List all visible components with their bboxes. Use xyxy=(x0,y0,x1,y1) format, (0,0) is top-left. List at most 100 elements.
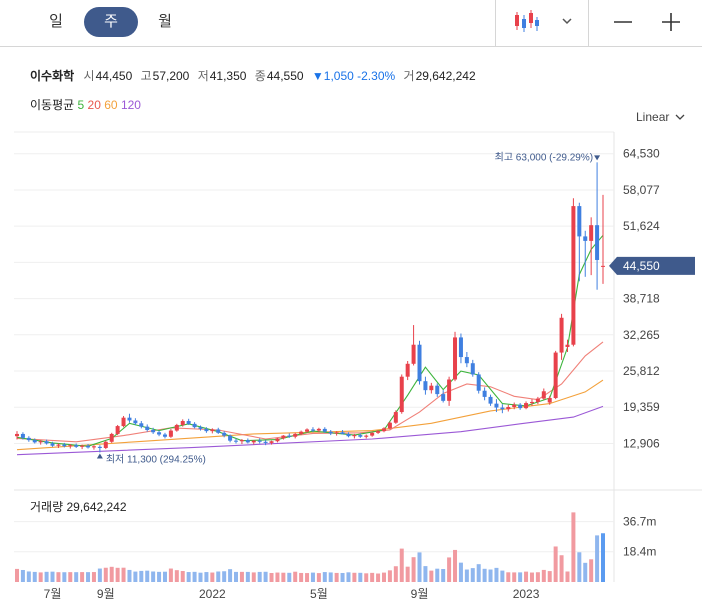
chevron-down-icon[interactable] xyxy=(560,14,574,28)
candle-body xyxy=(565,344,570,347)
y-tick-label: 58,077 xyxy=(623,183,660,197)
candle-body xyxy=(535,398,540,402)
candle-body xyxy=(399,376,404,413)
candle-body xyxy=(50,443,55,446)
candle-body xyxy=(299,431,304,434)
candle-body xyxy=(334,432,339,434)
volume-bar xyxy=(435,568,440,582)
volume-bar xyxy=(571,512,576,582)
candle-body xyxy=(512,404,517,408)
volume-bar xyxy=(180,571,185,582)
candle-body xyxy=(364,435,369,437)
volume-bar xyxy=(589,559,594,582)
volume-bar xyxy=(559,555,564,582)
candle-body xyxy=(157,432,162,435)
ma-5: 5 xyxy=(77,98,85,112)
high-marker xyxy=(594,155,601,161)
volume-bar xyxy=(328,572,333,582)
volume-bar xyxy=(470,568,475,582)
volume-bar xyxy=(387,570,392,582)
volume-bar xyxy=(364,573,369,582)
volume-bar xyxy=(583,562,588,582)
volume-bar xyxy=(553,546,558,582)
stock-name: 이수화학 xyxy=(30,69,75,83)
y-tick-label: 25,812 xyxy=(623,364,660,378)
minus-icon[interactable] xyxy=(612,12,634,32)
volume-bar xyxy=(97,568,102,582)
y-tick-label: 32,265 xyxy=(623,328,660,342)
volume-bar xyxy=(151,571,156,582)
moving-average-legend[interactable]: 이동평균 5 20 60 120 xyxy=(30,96,141,113)
tab-daily[interactable]: 일 xyxy=(49,13,63,30)
current-price-label: 44,550 xyxy=(623,259,660,273)
volume-bar xyxy=(417,552,422,582)
candle-body xyxy=(251,440,256,443)
candle-body xyxy=(20,433,25,438)
candle-body xyxy=(447,379,452,401)
change-value: ▼1,050 xyxy=(311,69,354,83)
close-value: 44,550 xyxy=(266,69,304,83)
plus-icon[interactable] xyxy=(660,12,682,32)
volume-bar xyxy=(346,572,351,582)
volume-bar xyxy=(370,572,375,582)
y-tick-label: 38,718 xyxy=(623,292,660,306)
scale-mode-selector[interactable]: Linear xyxy=(636,110,685,124)
stock-summary: 이수화학 시44,450 고57,200 저41,350 종44,550 ▼1,… xyxy=(30,67,481,84)
candle-body xyxy=(559,317,564,353)
candle-body xyxy=(494,403,499,408)
volume-bar xyxy=(32,571,37,582)
volume-bar xyxy=(38,572,43,582)
candle-body xyxy=(589,225,594,241)
volume-bar xyxy=(62,572,67,582)
candle-body xyxy=(275,438,280,442)
candle-body xyxy=(571,206,576,345)
ma-120: 120 xyxy=(120,98,141,112)
volume-bar xyxy=(352,572,357,582)
candle-body xyxy=(145,426,150,431)
candle-body xyxy=(524,403,529,409)
candle-body xyxy=(222,432,227,436)
change-percent: -2.30% xyxy=(357,69,396,83)
tab-monthly[interactable]: 월 xyxy=(158,13,172,30)
volume-bar xyxy=(109,566,114,582)
high-value: 57,200 xyxy=(152,69,190,83)
candle-body xyxy=(601,265,605,267)
candle-body xyxy=(453,337,458,380)
candle-body xyxy=(518,404,523,409)
x-tick-label: 7월 xyxy=(44,587,62,601)
volume-bar xyxy=(80,572,85,582)
volume-bar xyxy=(458,562,463,582)
volume-bar xyxy=(139,570,144,582)
candle-body xyxy=(346,433,351,437)
volume-bar xyxy=(547,571,552,582)
candle-body xyxy=(488,396,493,404)
volume-bar xyxy=(251,572,256,582)
ma-20-line xyxy=(16,341,604,443)
chevron-down-icon xyxy=(675,114,685,120)
candle-body xyxy=(458,337,463,358)
scale-mode-label: Linear xyxy=(636,110,670,124)
volume-bar xyxy=(334,572,339,582)
volume-bar xyxy=(56,572,61,582)
volume-bar xyxy=(453,549,458,582)
volume-bar xyxy=(565,571,570,582)
candle-body xyxy=(553,352,558,399)
tab-weekly[interactable]: 주 xyxy=(84,7,138,37)
volume-bar xyxy=(86,572,91,582)
volume-bar xyxy=(358,572,363,582)
volume-bar xyxy=(393,566,398,582)
candlestick-icon[interactable] xyxy=(512,10,540,34)
low-marker xyxy=(96,453,103,459)
candle-body xyxy=(168,430,173,437)
candle-body xyxy=(115,426,120,434)
volume-bar xyxy=(541,569,546,582)
y-tick-label: 12,906 xyxy=(623,436,660,450)
candle-body xyxy=(381,428,386,432)
high-label: 고 xyxy=(140,69,152,83)
volume-bar xyxy=(162,571,167,582)
volume-bar xyxy=(228,569,233,582)
volume-bar xyxy=(441,569,446,582)
candle-body xyxy=(44,441,49,444)
x-tick-label: 2022 xyxy=(199,587,226,601)
